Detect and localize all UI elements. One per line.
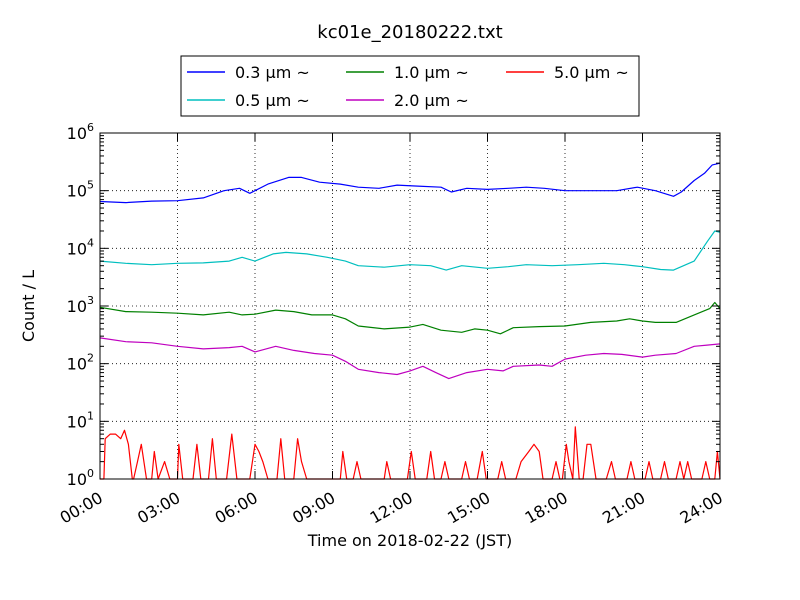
- x-tick-label: 06:00: [212, 488, 261, 528]
- y-tick-label: 105: [67, 179, 94, 201]
- y-tick-label: 103: [67, 294, 94, 316]
- x-tick-label: 24:00: [677, 488, 726, 528]
- series-line-1-0-m: [99, 301, 721, 335]
- x-tick-labels: 00:00 03:00 06:00 09:00 12:00 15:00 18:00 21:00…: [57, 488, 726, 528]
- legend-label-2-0-m: 2.0 μm ~: [394, 91, 469, 110]
- legend-label-0-5-m: 0.5 μm ~: [235, 91, 310, 110]
- legend: 0.3 μm ~ 0.5 μm ~ 1.0 μm ~ 2.0 μm ~ 5.0 μm ~: [180, 55, 640, 117]
- y-tick-labels: 100 101 102 103 104 105 106: [67, 121, 94, 489]
- y-tick-label: 106: [67, 121, 94, 143]
- x-axis-label: Time on 2018-02-22 (JST): [307, 531, 512, 550]
- grid: [100, 133, 720, 479]
- y-tick-label: 102: [67, 352, 94, 374]
- series-line-5-0-m: [100, 426, 721, 480]
- y-tick-label: 104: [67, 236, 94, 258]
- x-tick-label: 18:00: [522, 488, 571, 528]
- x-tick-label: 15:00: [444, 488, 493, 528]
- series-line-0-5-m: [99, 230, 721, 271]
- x-tick-label: 21:00: [599, 488, 648, 528]
- series-line-0-3-m: [99, 162, 721, 204]
- y-tick-label: 100: [67, 467, 94, 489]
- series-lines: [99, 162, 721, 480]
- x-tick-label: 00:00: [57, 488, 106, 528]
- y-tick-label: 101: [67, 409, 94, 431]
- x-tick-label: 09:00: [289, 488, 338, 528]
- legend-box: [180, 55, 640, 117]
- x-tick-label: 12:00: [367, 488, 416, 528]
- legend-label-5-0-m: 5.0 μm ~: [554, 63, 629, 82]
- x-tick-label: 03:00: [134, 488, 183, 528]
- y-axis-label: Count / L: [19, 270, 38, 342]
- ticks: [99, 132, 721, 480]
- legend-label-1-0-m: 1.0 μm ~: [394, 63, 469, 82]
- chart-title: kc01e_20180222.txt: [317, 22, 502, 43]
- series-line-2-0-m: [99, 337, 721, 380]
- legend-label-0-3-m: 0.3 μm ~: [235, 63, 310, 82]
